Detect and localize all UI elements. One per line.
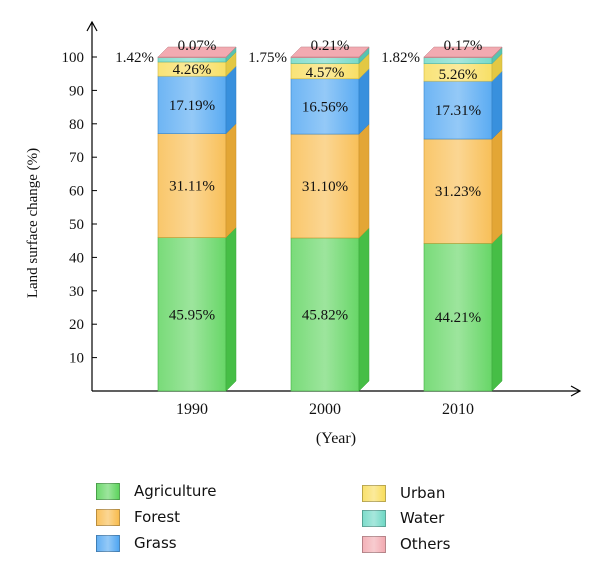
x-tick-label: 2000: [309, 401, 341, 418]
data-label-forest: 31.11%: [169, 179, 215, 195]
bars: [157, 46, 503, 392]
y-tick-label: 70: [69, 150, 84, 166]
data-label-water: 1.82%: [381, 50, 420, 66]
bar-segment-forest: [157, 123, 237, 239]
bar-segment-forest: [423, 128, 503, 244]
bar-segment-agriculture: [157, 226, 237, 392]
data-label-grass: 16.56%: [302, 99, 348, 115]
y-tick-label: 80: [69, 117, 84, 133]
data-label-urban: 4.26%: [173, 62, 212, 78]
y-tick-label: 40: [69, 250, 84, 266]
bar-segment-forest: [290, 123, 370, 239]
y-tick-label: 90: [69, 83, 84, 99]
x-tick-label: 1990: [176, 401, 208, 418]
data-label-agriculture: 45.82%: [302, 307, 348, 323]
y-tick-label: 100: [62, 50, 85, 66]
data-label-urban: 4.57%: [306, 65, 345, 81]
y-tick-label: 30: [69, 284, 84, 300]
bar-segment-urban: [157, 51, 237, 77]
data-label-grass: 17.19%: [169, 98, 215, 114]
bar-segment-others: [423, 46, 503, 59]
x-tick-label: 2010: [442, 401, 474, 418]
y-axis-arrow: [86, 20, 98, 32]
bar-segment-grass: [157, 65, 237, 135]
bar-segment-urban: [290, 52, 370, 80]
data-label-water: 1.42%: [115, 50, 154, 66]
data-labels: 45.95% 31.11% 17.19% 4.26% 1.42% 0.07% 45.82% 3…: [115, 38, 482, 326]
data-label-others: 0.21%: [311, 38, 350, 54]
y-tick-label: 60: [69, 184, 84, 200]
bar-segment-agriculture: [290, 227, 370, 392]
data-label-agriculture: 45.95%: [169, 307, 215, 323]
bar-segment-urban: [423, 53, 503, 82]
x-axis-label: (Year): [316, 430, 356, 447]
data-label-others: 0.17%: [444, 38, 483, 54]
y-tick-label: 50: [69, 217, 84, 233]
data-label-grass: 17.31%: [435, 103, 481, 119]
bar-segment-grass: [423, 70, 503, 140]
y-tick-label: 10: [69, 351, 84, 367]
x-axis-arrow: [570, 385, 582, 397]
y-tick-label: 20: [69, 317, 84, 333]
data-label-agriculture: 44.21%: [435, 310, 481, 326]
data-label-others: 0.07%: [178, 38, 217, 54]
data-label-water: 1.75%: [248, 50, 287, 66]
bar-segment-others: [290, 46, 370, 59]
data-label-urban: 5.26%: [439, 67, 478, 83]
data-label-forest: 31.10%: [302, 179, 348, 195]
bar-segment-grass: [290, 68, 370, 135]
bar-segment-others: [157, 46, 237, 58]
bar-segment-agriculture: [423, 232, 503, 392]
data-label-forest: 31.23%: [435, 184, 481, 200]
y-axis-label: Land surface change (%): [25, 148, 41, 298]
